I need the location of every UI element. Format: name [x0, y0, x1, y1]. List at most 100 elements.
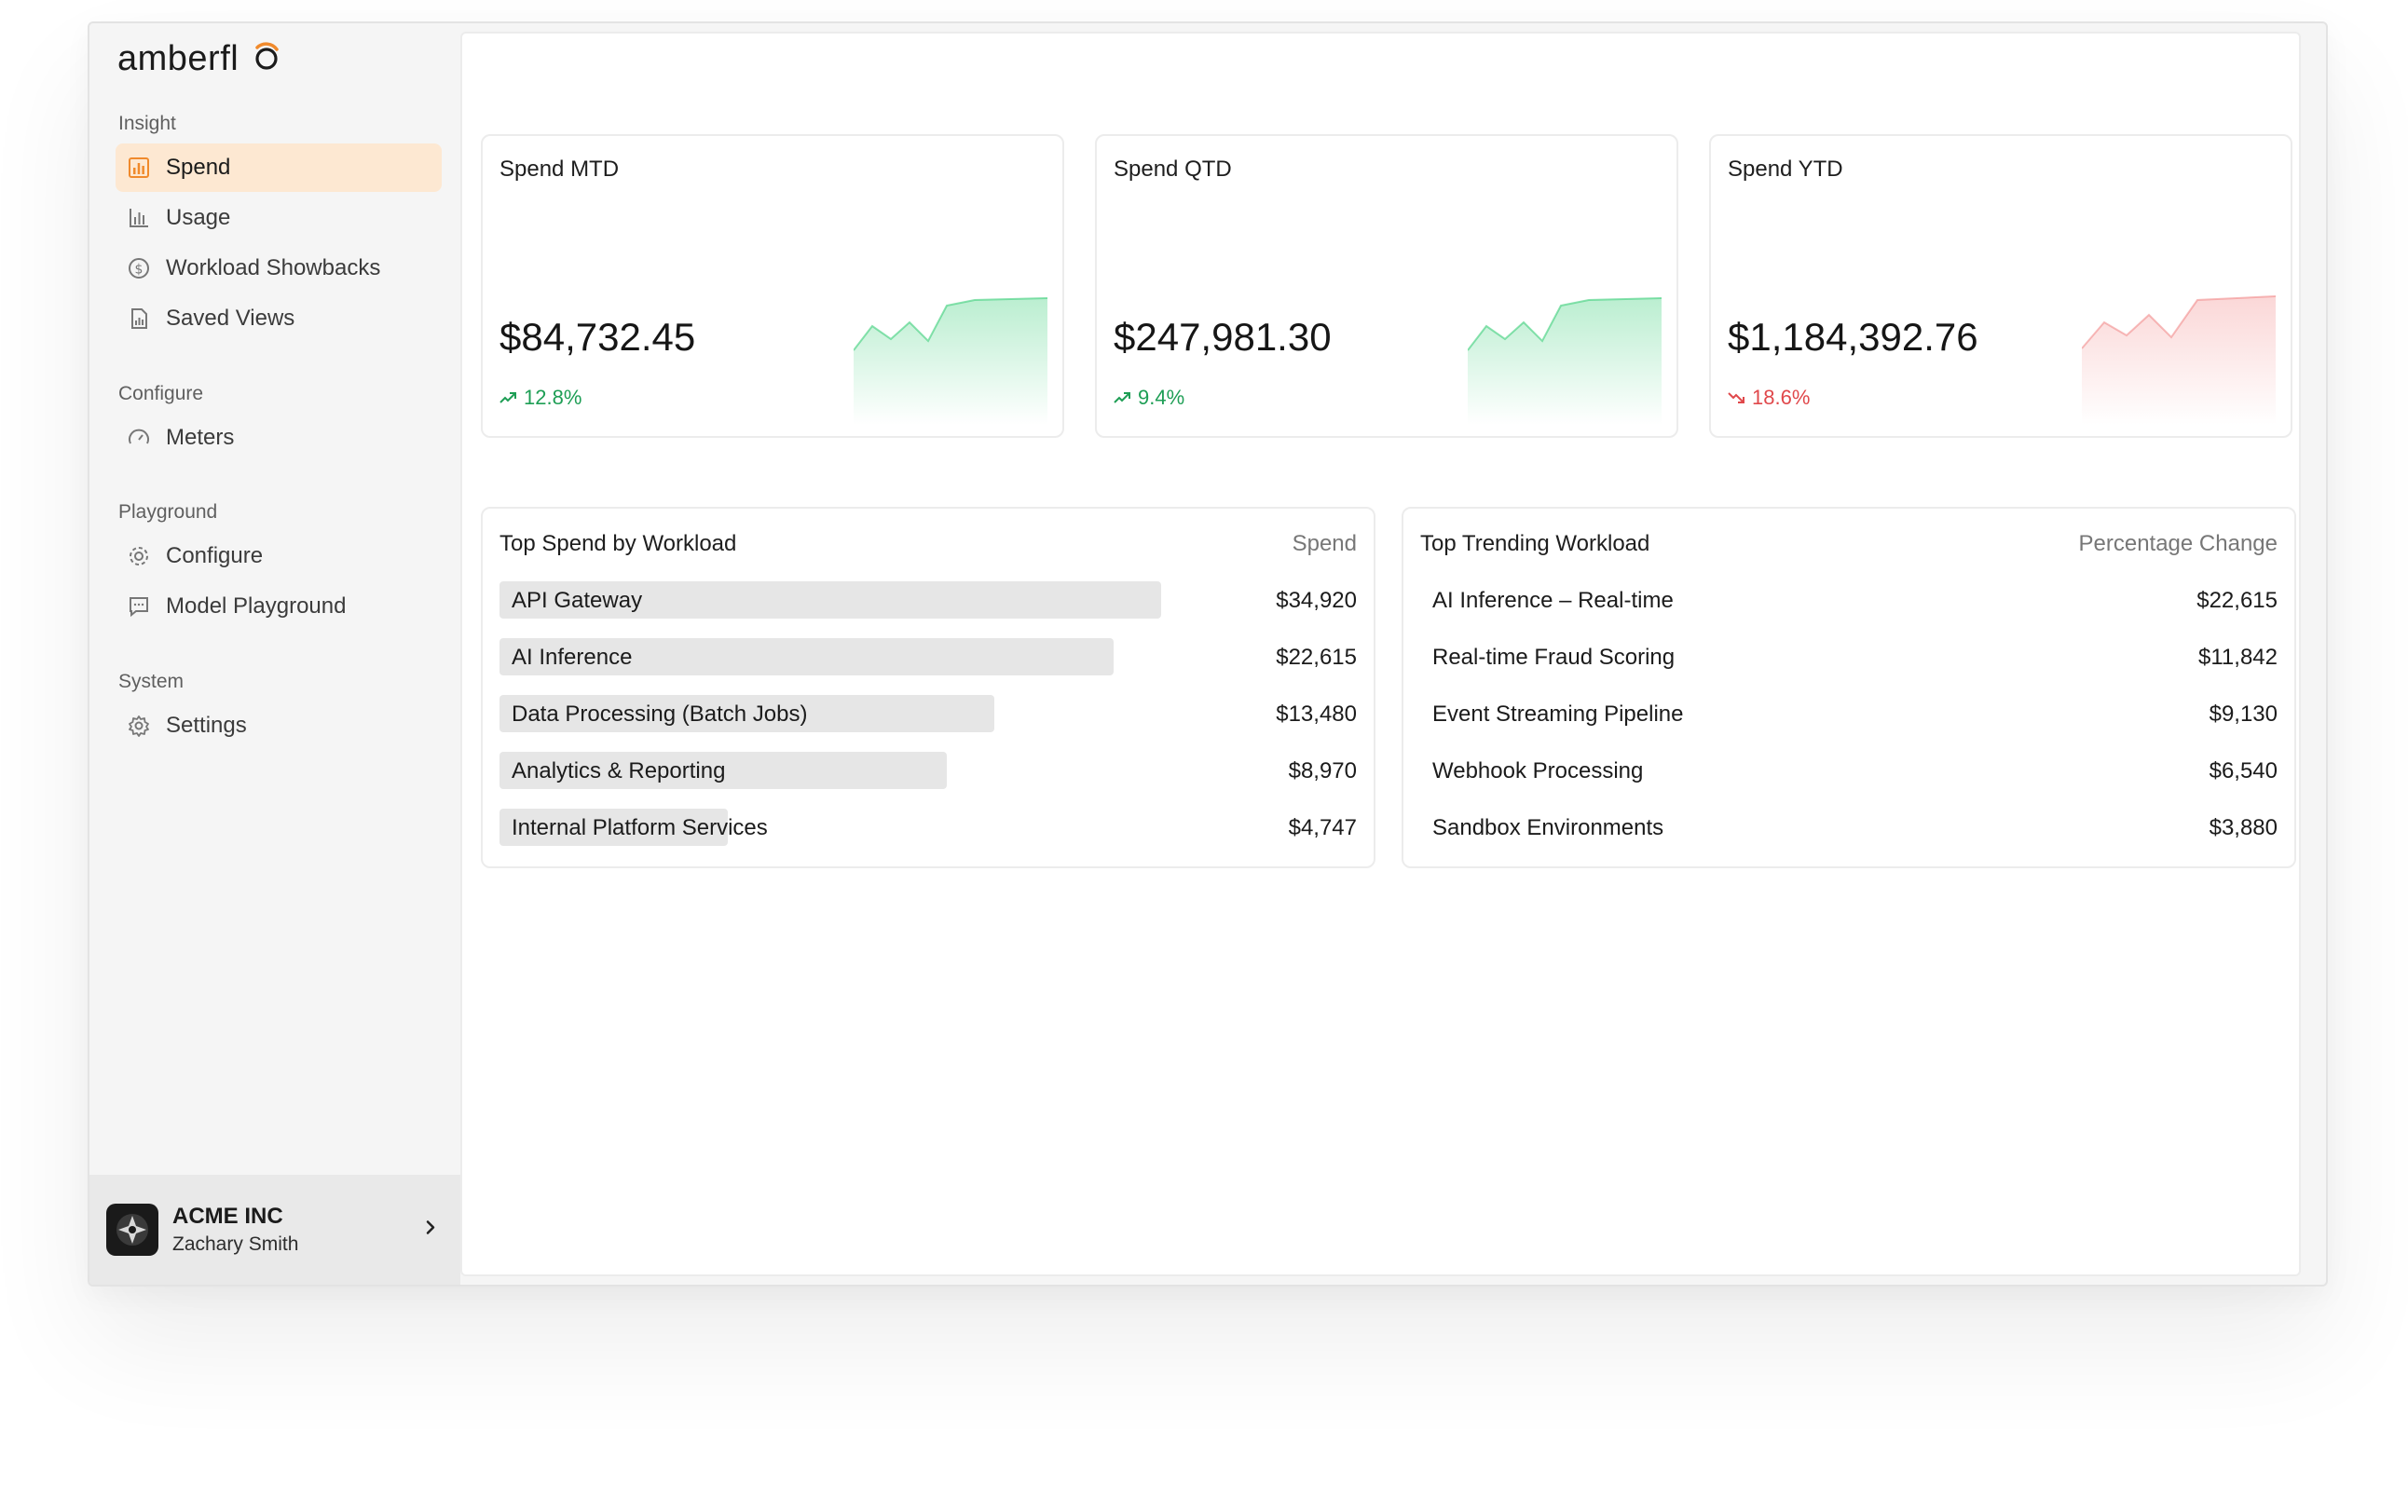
kpi-card-ytd[interactable]: Spend YTD $1,184,392.76 18.6%	[1709, 134, 2292, 438]
sidebar: amberfl Insight Spend Usage $ Workload S…	[89, 23, 460, 1285]
sidebar-item-label: Model Playground	[166, 593, 347, 619]
cog-icon	[127, 544, 151, 568]
main-content: Spend MTD $84,732.45 12.8% Spend QTD $24…	[460, 32, 2301, 1276]
kpi-change: 9.4%	[1114, 386, 1184, 410]
sidebar-item-label: Usage	[166, 205, 231, 230]
table-row[interactable]: API Gateway $34,920	[499, 581, 1357, 619]
row-value: $9,130	[2209, 702, 2278, 727]
amberflo-logo[interactable]: amberfl	[117, 29, 285, 85]
kpi-title: Spend QTD	[1114, 157, 1232, 182]
table-row[interactable]: Real-time Fraud Scoring $11,842	[1420, 638, 2278, 675]
kpi-title: Spend YTD	[1728, 157, 1843, 182]
sidebar-item-configure[interactable]: Configure	[116, 532, 442, 580]
app-window: amberfl Insight Spend Usage $ Workload S…	[88, 21, 2328, 1287]
avatar	[106, 1204, 158, 1256]
row-value: $22,615	[2196, 588, 2278, 613]
row-label: Event Streaming Pipeline	[1432, 702, 1684, 727]
row-value: $4,747	[1288, 815, 1357, 840]
sidebar-item-workload-showbacks[interactable]: $ Workload Showbacks	[116, 244, 442, 293]
kpi-value: $84,732.45	[499, 315, 696, 359]
kpi-card-qtd[interactable]: Spend QTD $247,981.30 9.4%	[1095, 134, 1678, 438]
row-value: $22,615	[1276, 645, 1357, 670]
sidebar-item-model-playground[interactable]: Model Playground	[116, 582, 442, 631]
row-label: AI Inference – Real-time	[1432, 588, 1674, 613]
sparkline-chart	[854, 297, 1047, 425]
sidebar-item-meters[interactable]: Meters	[116, 414, 442, 462]
row-value: $13,480	[1276, 702, 1357, 727]
table-row[interactable]: Data Processing (Batch Jobs) $13,480	[499, 695, 1357, 732]
trend-up-icon	[499, 391, 516, 404]
spend-bar	[499, 638, 1114, 675]
gauge-icon	[127, 426, 151, 450]
sidebar-item-spend[interactable]: Spend	[116, 143, 442, 192]
kpi-title: Spend MTD	[499, 157, 620, 182]
sidebar-item-label: Spend	[166, 155, 231, 180]
row-value: $6,540	[2209, 758, 2278, 783]
sparkline-chart	[1468, 297, 1662, 425]
row-label: Analytics & Reporting	[512, 758, 726, 783]
sidebar-item-label: Configure	[166, 543, 264, 568]
kpi-change-value: 18.6%	[1752, 386, 1811, 409]
account-user-name: Zachary Smith	[172, 1233, 299, 1255]
row-label: Real-time Fraud Scoring	[1432, 645, 1676, 670]
section-label-playground: Playground	[118, 501, 218, 523]
table-row[interactable]: Analytics & Reporting $8,970	[499, 752, 1357, 789]
sidebar-item-usage[interactable]: Usage	[116, 194, 442, 242]
section-label-system: System	[118, 671, 185, 692]
table-row[interactable]: Webhook Processing $6,540	[1420, 752, 2278, 789]
table-row[interactable]: AI Inference $22,615	[499, 638, 1357, 675]
sidebar-item-label: Settings	[166, 713, 247, 738]
section-label-insight: Insight	[118, 113, 176, 134]
table-row[interactable]: Event Streaming Pipeline $9,130	[1420, 695, 2278, 732]
svg-text:amberfl: amberfl	[117, 39, 239, 77]
table-row[interactable]: Sandbox Environments $3,880	[1420, 809, 2278, 846]
sidebar-item-label: Workload Showbacks	[166, 255, 381, 280]
card-title: Top Spend by Workload	[499, 531, 737, 556]
row-value: $11,842	[2198, 645, 2278, 670]
sidebar-item-label: Meters	[166, 425, 235, 450]
row-label: Webhook Processing	[1432, 758, 1644, 783]
sparkline-chart	[2082, 295, 2276, 425]
trend-down-icon	[1728, 391, 1744, 404]
section-label-configure: Configure	[118, 383, 204, 404]
table-row[interactable]: Internal Platform Services $4,747	[499, 809, 1357, 846]
kpi-change: 18.6%	[1728, 386, 1810, 410]
sidebar-item-saved-views[interactable]: Saved Views	[116, 294, 442, 343]
trend-up-icon	[1114, 391, 1130, 404]
chevron-right-icon	[423, 1219, 438, 1242]
spend-bar	[499, 695, 994, 732]
kpi-change: 12.8%	[499, 386, 581, 410]
document-chart-icon	[127, 306, 151, 331]
row-label: AI Inference	[512, 645, 633, 670]
top-spend-card: Top Spend by Workload Spend API Gateway …	[481, 507, 1375, 868]
kpi-card-mtd[interactable]: Spend MTD $84,732.45 12.8%	[481, 134, 1064, 438]
card-title: Top Trending Workload	[1420, 531, 1650, 556]
kpi-change-value: 12.8%	[524, 386, 582, 409]
column-header: Spend	[1292, 531, 1357, 556]
top-trending-card: Top Trending Workload Percentage Change …	[1402, 507, 2296, 868]
dollar-circle-icon: $	[127, 256, 151, 280]
spend-bar	[499, 809, 728, 846]
row-label: Data Processing (Batch Jobs)	[512, 702, 808, 727]
row-label: Internal Platform Services	[512, 815, 768, 840]
account-switcher[interactable]: ACME INC Zachary Smith	[89, 1175, 460, 1285]
column-header: Percentage Change	[2078, 531, 2278, 556]
svg-text:$: $	[135, 263, 144, 278]
row-label: API Gateway	[512, 588, 643, 613]
row-value: $34,920	[1276, 588, 1357, 613]
bar-chart-icon	[127, 156, 151, 180]
bar-chart-outline-icon	[127, 206, 151, 230]
kpi-value: $247,981.30	[1114, 315, 1332, 359]
spend-bar	[499, 752, 947, 789]
table-row[interactable]: AI Inference – Real-time $22,615	[1420, 581, 2278, 619]
row-value: $8,970	[1288, 758, 1357, 783]
kpi-value: $1,184,392.76	[1728, 315, 1978, 359]
row-value: $3,880	[2209, 815, 2278, 840]
settings-gear-icon	[127, 714, 151, 738]
kpi-change-value: 9.4%	[1138, 386, 1185, 409]
sidebar-item-settings[interactable]: Settings	[116, 702, 442, 750]
chat-icon	[127, 594, 151, 619]
row-label: Sandbox Environments	[1432, 815, 1664, 840]
account-org-name: ACME INC	[172, 1204, 283, 1229]
sidebar-item-label: Saved Views	[166, 306, 295, 331]
